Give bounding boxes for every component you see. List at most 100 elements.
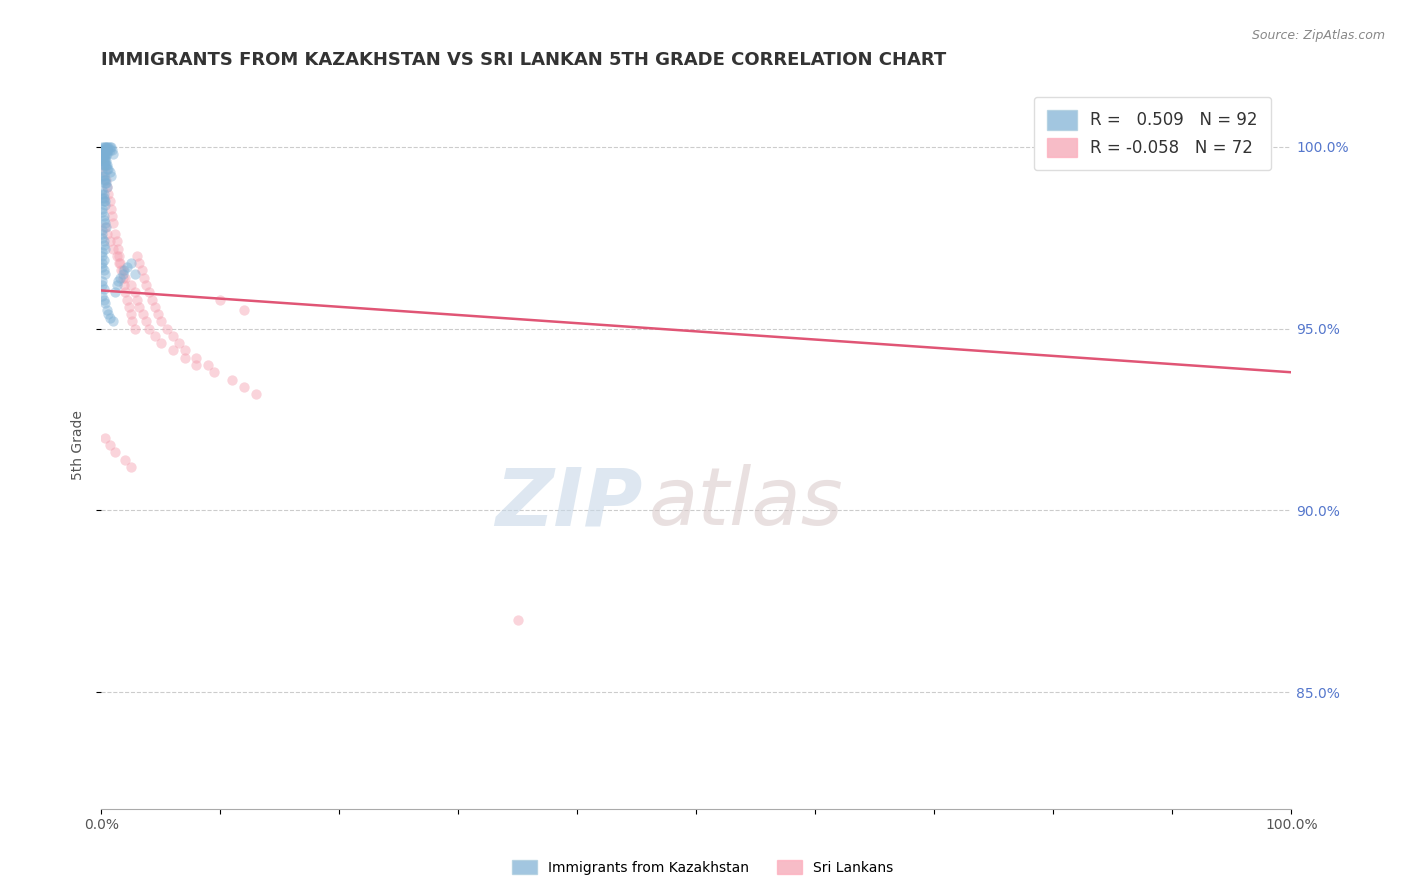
Point <box>91 205 114 219</box>
Point <box>91 184 114 198</box>
Point <box>506 613 529 627</box>
Point <box>221 373 243 387</box>
Point <box>110 263 132 277</box>
Point <box>105 249 128 263</box>
Point <box>94 296 117 310</box>
Point <box>93 191 115 205</box>
Point <box>209 293 232 307</box>
Point <box>97 144 120 158</box>
Point <box>91 151 114 165</box>
Point <box>135 278 157 293</box>
Point <box>94 194 117 209</box>
Point <box>96 303 118 318</box>
Point <box>128 300 150 314</box>
Point <box>104 285 127 300</box>
Point <box>138 285 160 300</box>
Text: ZIP: ZIP <box>495 464 643 542</box>
Point <box>124 285 146 300</box>
Point <box>93 194 115 209</box>
Point <box>91 278 114 293</box>
Point <box>93 151 115 165</box>
Point <box>94 158 117 172</box>
Point <box>162 329 184 343</box>
Point <box>94 144 117 158</box>
Point <box>91 165 114 179</box>
Point <box>112 278 135 293</box>
Text: Source: ZipAtlas.com: Source: ZipAtlas.com <box>1251 29 1385 42</box>
Point <box>91 187 114 202</box>
Point <box>104 227 127 241</box>
Point <box>100 169 122 183</box>
Point <box>135 314 157 328</box>
Text: IMMIGRANTS FROM KAZAKHSTAN VS SRI LANKAN 5TH GRADE CORRELATION CHART: IMMIGRANTS FROM KAZAKHSTAN VS SRI LANKAN… <box>101 51 946 69</box>
Point <box>100 140 122 154</box>
Point <box>117 300 139 314</box>
Point <box>98 438 121 452</box>
Point <box>125 249 148 263</box>
Point <box>97 161 120 176</box>
Point <box>94 216 117 230</box>
Point <box>124 267 146 281</box>
Point <box>120 278 142 293</box>
Point <box>124 321 146 335</box>
Point <box>138 321 160 335</box>
Point <box>108 249 131 263</box>
Point <box>96 179 118 194</box>
Point <box>112 263 135 277</box>
Point <box>98 194 121 209</box>
Point <box>156 321 179 335</box>
Point <box>91 274 114 288</box>
Point <box>91 140 114 154</box>
Point <box>108 256 131 270</box>
Point <box>101 144 124 158</box>
Point <box>98 140 121 154</box>
Point <box>94 147 117 161</box>
Point <box>93 282 115 296</box>
Point <box>121 314 143 328</box>
Point <box>186 351 208 365</box>
Point <box>94 154 117 169</box>
Point <box>93 263 115 277</box>
Point <box>91 289 114 303</box>
Point <box>96 144 118 158</box>
Point <box>167 336 190 351</box>
Point <box>94 431 117 445</box>
Point <box>94 176 117 190</box>
Point <box>98 165 121 179</box>
Point <box>97 307 120 321</box>
Point <box>93 252 115 267</box>
Point <box>101 209 124 223</box>
Point <box>98 235 121 249</box>
Point <box>97 140 120 154</box>
Point <box>94 198 117 212</box>
Point <box>120 256 142 270</box>
Point <box>91 202 114 216</box>
Point <box>91 256 114 270</box>
Point <box>111 267 134 281</box>
Legend: Immigrants from Kazakhstan, Sri Lankans: Immigrants from Kazakhstan, Sri Lankans <box>506 855 900 880</box>
Point <box>101 147 124 161</box>
Point <box>93 144 115 158</box>
Point <box>131 263 153 277</box>
Point <box>98 144 121 158</box>
Point <box>107 274 129 288</box>
Point <box>233 380 256 394</box>
Point <box>94 267 117 281</box>
Point <box>107 242 129 256</box>
Point <box>91 147 114 161</box>
Point <box>93 187 115 202</box>
Point <box>91 231 114 245</box>
Point <box>91 245 114 260</box>
Point <box>96 161 118 176</box>
Point <box>101 314 124 328</box>
Point <box>91 223 114 237</box>
Point <box>94 165 117 179</box>
Point <box>94 172 117 186</box>
Point <box>91 249 114 263</box>
Point <box>100 202 122 216</box>
Point <box>94 144 117 158</box>
Point <box>94 176 117 190</box>
Point <box>93 209 115 223</box>
Point <box>114 270 136 285</box>
Point <box>186 358 208 372</box>
